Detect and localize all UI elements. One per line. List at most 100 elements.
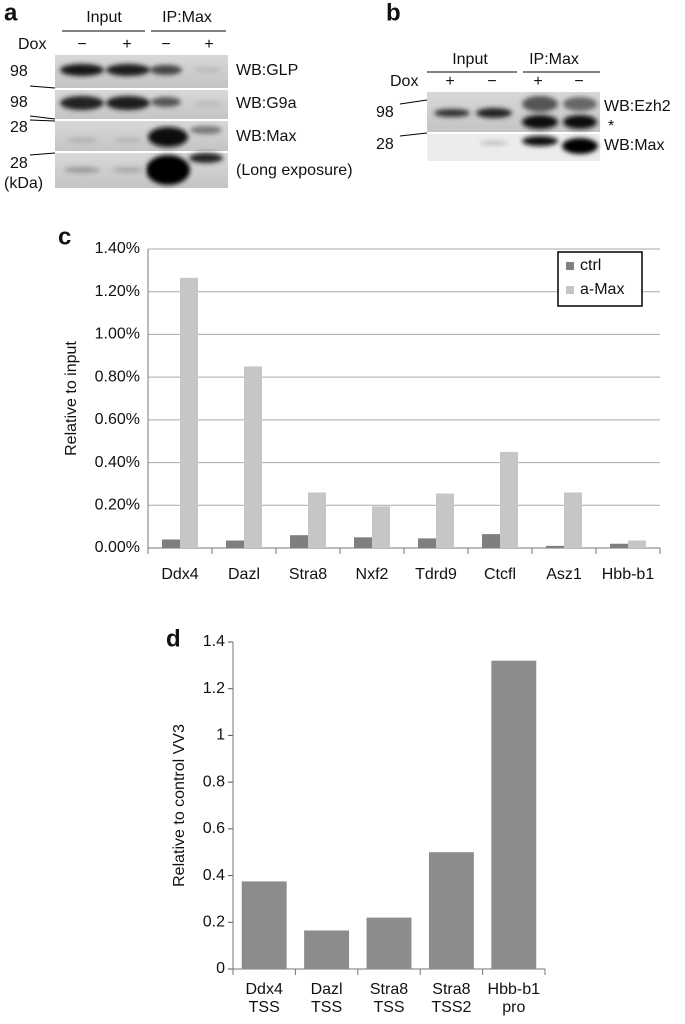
bar [500,451,518,548]
y-tick-label: 1.2 [203,680,225,697]
x-tick-label-box: Stra8 TSS2 [431,981,472,1016]
legend-swatch [566,286,574,294]
x-tick-label: Dazl [228,566,260,583]
x-tick-label-box: Hbb-b1 pro [487,981,541,1016]
unit: (kDa) [4,175,43,192]
y-tick-label: 1.4 [203,633,225,650]
x-tick-label: Nxf2 [356,566,389,583]
bands [434,96,598,154]
lane-label: + [533,73,542,90]
y-tick-label: 0.60% [95,411,140,428]
y-tick-label: 0.40% [95,454,140,471]
y-tick-label: 0.00% [95,539,140,556]
lane-label: − [77,36,86,53]
blot-label: WB:Max [604,137,664,154]
bar [628,540,646,548]
bar [308,492,326,548]
y-axis-title: Relative to input [63,341,80,456]
bar [610,543,628,548]
marker: 28 [10,119,28,136]
y-tick-label: 0.6 [203,820,225,837]
blot [55,121,228,151]
legend-label: a-Max [580,281,624,298]
x-tick-label: Tdrd9 [415,566,457,583]
bar [354,537,372,548]
bar [491,660,537,969]
bar [366,917,412,969]
legend-swatch [566,262,574,270]
x-tick-label-box: Ddx4 TSS [245,981,283,1016]
bar [162,539,180,548]
lane-label: + [445,73,454,90]
marker: 98 [10,94,28,111]
blot-label: (Long exposure) [236,162,353,179]
bar [244,366,262,548]
bar [372,506,390,548]
y-tick-label: 1.40% [95,240,140,257]
marker: 28 [376,136,394,153]
blot-label: * [608,118,614,135]
bar [304,930,350,969]
y-axis-title: Relative to control VV3 [171,724,188,887]
bar [241,881,287,969]
y-tick-label: 0.4 [203,867,225,884]
group-label: IP:Max [162,9,212,26]
x-tick-label: Hbb-b1 [602,566,655,583]
bar [564,492,582,548]
group-label: IP:Max [529,51,579,68]
legend-box [557,251,643,307]
y-tick-label: 1.20% [95,283,140,300]
x-tick-label-box: Dazl TSS [310,981,343,1016]
lane-label: + [204,36,213,53]
bar [546,545,564,548]
x-tick-label: Ctcfl [484,566,516,583]
bar [290,535,308,548]
y-tick-label: 0.20% [95,497,140,514]
y-tick-label: 0.2 [203,914,225,931]
lane-label: + [122,36,131,53]
lane-label: − [161,36,170,53]
bar [226,540,244,548]
x-tick-label: Dazl TSS [310,981,343,1016]
panel-a: a Input IP:Max Dox − + − + 98 98 28 28 (… [4,0,353,192]
blot-label: WB:GLP [236,62,298,79]
y-tick-label: 1 [216,727,225,744]
x-tick-label: Asz1 [546,566,582,583]
bands [60,64,223,185]
blot-label: WB:Ezh2 [604,98,671,115]
marker: 28 [10,155,28,172]
y-tick-label: 0 [216,960,225,977]
x-tick-label: Ddx4 TSS [245,981,283,1016]
x-tick-label-box: Stra8 TSS [369,981,409,1016]
lane-label: − [574,73,583,90]
bar [436,493,454,548]
x-tick-label: Ddx4 [161,566,198,583]
bar [418,538,436,548]
blot-label: WB:G9a [236,95,297,112]
panel-label: a [4,0,18,26]
x-tick-label: Stra8 TSS [369,981,409,1016]
bar [428,852,474,969]
y-tick-label: 0.80% [95,368,140,385]
panel-label: c [58,223,71,250]
dox-label: Dox [18,36,46,53]
lane-label: − [487,73,496,90]
x-tick-label: Stra8 TSS2 [431,981,472,1016]
panel-label: d [166,625,181,652]
panel-label: b [386,0,401,26]
y-tick-label: 0.8 [203,773,225,790]
dox-label: Dox [390,73,418,90]
x-tick-label: Stra8 [289,566,327,583]
y-tick-label: 1.00% [95,326,140,343]
marker-line [29,85,56,156]
marker: 98 [10,63,28,80]
group-label: Input [86,9,122,26]
group-label: Input [452,51,488,68]
legend-label: ctrl [580,257,601,274]
bar [180,277,198,548]
bar [482,534,500,548]
marker-line [399,99,428,137]
x-tick-label: Hbb-b1 pro [487,981,541,1016]
